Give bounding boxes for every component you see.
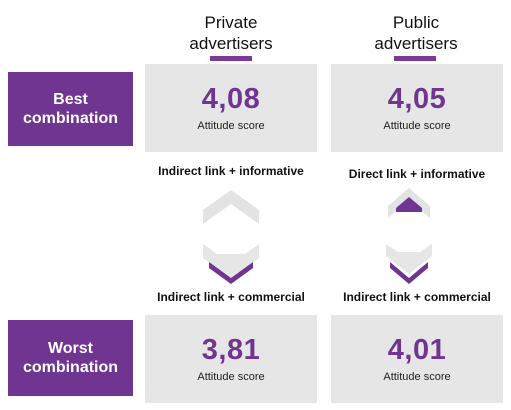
- chevron-down-icon: [386, 244, 432, 284]
- column-title-public: Public advertisers: [331, 12, 501, 54]
- score-card-private-best: 4,08 Attitude score: [145, 64, 317, 152]
- condition-label-private-worst: Indirect link + commercial: [157, 290, 305, 304]
- score-value: 3,81: [201, 334, 261, 366]
- chevron-up-icon: [388, 188, 430, 218]
- column-underline-public: [394, 56, 436, 61]
- score-caption: Attitude score: [197, 371, 265, 383]
- row-label-best-line1: Best: [53, 91, 88, 108]
- row-label-worst-line1: Worst: [47, 340, 94, 357]
- row-label-worst: Worst combination: [8, 320, 133, 396]
- score-caption: Attitude score: [383, 120, 451, 132]
- score-value: 4,05: [387, 83, 447, 115]
- column-title-private: Private advertisers: [146, 12, 316, 54]
- column-title-private-line2: advertisers: [189, 34, 273, 53]
- column-title-public-line1: Public: [392, 13, 440, 32]
- chevron-down-icon: [203, 244, 259, 284]
- column-title-private-line1: Private: [204, 13, 258, 32]
- condition-label-public-best: Direct link + informative: [348, 167, 486, 181]
- column-title-public-line2: advertisers: [374, 34, 458, 53]
- column-underline-private: [210, 56, 252, 61]
- row-label-best: Best combination: [8, 72, 133, 146]
- condition-label-public-worst: Indirect link + commercial: [343, 290, 491, 304]
- score-caption: Attitude score: [383, 371, 451, 383]
- score-card-public-worst: 4,01 Attitude score: [331, 315, 503, 403]
- score-value: 4,08: [201, 83, 261, 115]
- score-card-private-worst: 3,81 Attitude score: [145, 315, 317, 403]
- condition-label-private-best: Indirect link + informative: [158, 164, 304, 178]
- score-value: 4,01: [387, 334, 447, 366]
- row-label-best-line2: combination: [22, 110, 119, 127]
- chevron-up-icon: [203, 190, 259, 224]
- row-label-worst-line2: combination: [22, 359, 119, 376]
- score-caption: Attitude score: [197, 120, 265, 132]
- score-card-public-best: 4,05 Attitude score: [331, 64, 503, 152]
